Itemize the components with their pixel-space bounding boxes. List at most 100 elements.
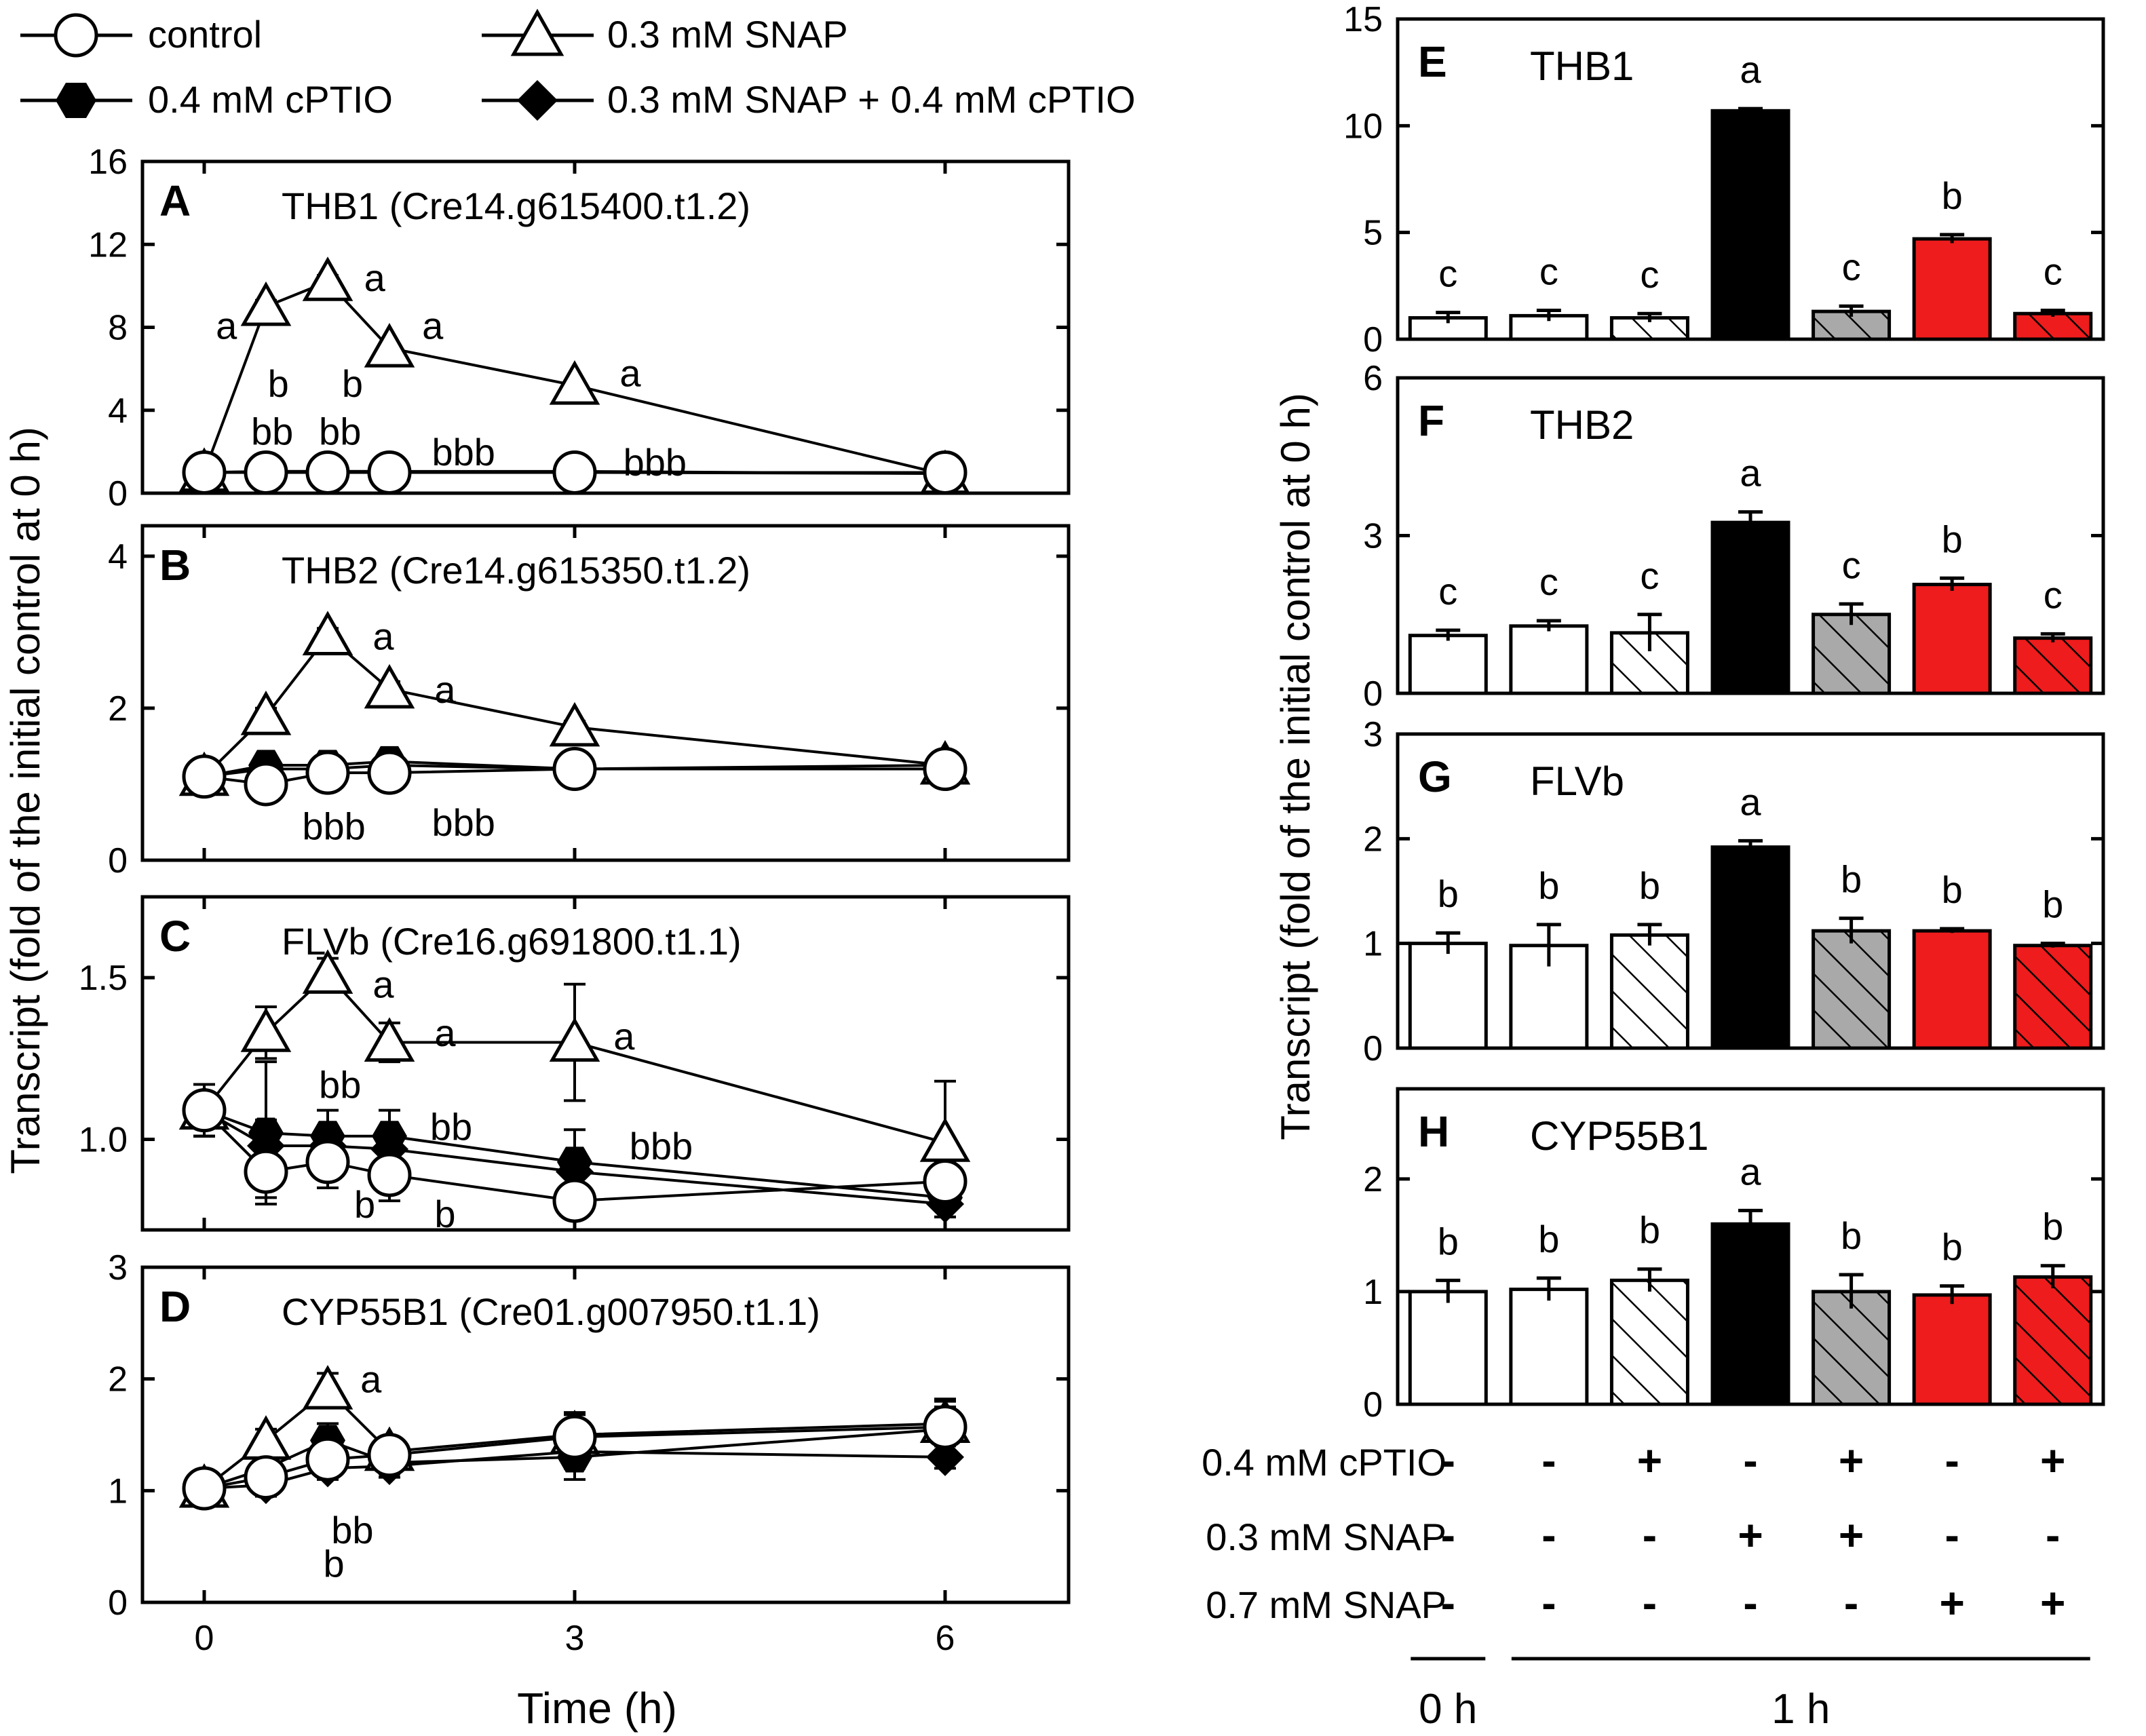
left-x-axis-label: Time (h)	[517, 1684, 677, 1733]
bar	[1812, 929, 1892, 1050]
data-point-circle	[367, 750, 412, 795]
bar	[1509, 624, 1589, 695]
bar	[1609, 933, 1689, 1050]
data-point-circle	[923, 450, 967, 495]
significance-letter: b	[324, 1542, 345, 1585]
panel-h-bar-chart: H CYP55B1 0 1 2 b b b a b b b	[1363, 1087, 2105, 1425]
significance-letter: a	[216, 304, 237, 347]
significance-letter: a	[372, 963, 394, 1006]
y-tick-label: 6	[1363, 359, 1383, 398]
significance-letter: b	[1942, 1226, 1963, 1269]
treatment-sign: -	[1743, 1579, 1757, 1627]
panel-letter: H	[1418, 1107, 1449, 1156]
data-point-circle	[305, 450, 350, 495]
significance-letter: bb	[319, 410, 361, 452]
y-tick-label: 0	[108, 474, 128, 514]
data-point-diamond	[926, 1438, 964, 1476]
treatment-sign: -	[1844, 1579, 1858, 1627]
significance-letter: c	[1640, 554, 1659, 597]
panel-d-frame	[140, 1265, 1071, 1604]
panel-letter: A	[159, 176, 191, 225]
significance-letter: c	[1438, 570, 1457, 613]
panel-letter: E	[1418, 37, 1447, 86]
data-point-circle	[182, 1466, 227, 1511]
data-point-circle	[244, 1149, 288, 1194]
data-point-triangle	[549, 360, 600, 405]
treatment-sign: +	[2040, 1579, 2065, 1627]
legend-cptio-label: 0.4 mM cPTIO	[148, 78, 393, 121]
legend-control-label: control	[148, 13, 262, 56]
significance-letter: a	[434, 668, 456, 711]
y-tick-label: 1	[108, 1471, 128, 1511]
treatment-sign: +	[2040, 1436, 2065, 1485]
significance-letter: bbb	[302, 805, 365, 848]
panel-d-line-chart: D CYP55B1 (Cre01.g007950.t1.1) 0 1 2 3 0 3 6 a bbb	[108, 1248, 1071, 1658]
y-tick-label: 0	[1363, 320, 1383, 360]
significance-letter: b	[342, 362, 363, 405]
data-point-circle	[305, 750, 350, 795]
data-point-triangle	[364, 1017, 415, 1062]
data-point-triangle	[302, 1365, 353, 1410]
significance-letter: b	[1942, 174, 1963, 217]
treatment-sign: -	[1441, 1436, 1455, 1485]
legend-snap-marker	[510, 8, 564, 56]
panel-letter: B	[159, 541, 191, 590]
y-tick-label: 0	[1363, 674, 1383, 714]
y-tick-label: 0	[1363, 1385, 1383, 1425]
significance-letter: bb	[331, 1509, 373, 1551]
data-point-circle	[552, 1414, 597, 1459]
panel-title: THB2	[1530, 402, 1634, 448]
panel-title: FLVb (Cre16.g691800.t1.1)	[282, 920, 742, 963]
data-point-circle	[552, 747, 597, 792]
treatment-sign: -	[1441, 1511, 1455, 1560]
significance-letter: bbb	[624, 441, 687, 484]
significance-letter: a	[1740, 452, 1761, 495]
treatment-sign: -	[1944, 1511, 1959, 1560]
panel-b-line-chart: B THB2 (Cre14.g615350.t1.2) 0 2 4 aa bbb bbb	[108, 524, 1071, 881]
bar	[1609, 1278, 1689, 1406]
data-point-triangle	[302, 256, 353, 301]
y-tick-label: 2	[108, 689, 128, 729]
significance-letter: b	[2042, 1205, 2063, 1248]
y-tick-label: 2	[108, 1360, 128, 1400]
significance-letter: a	[422, 304, 444, 347]
significance-letter: a	[434, 1011, 456, 1054]
bar	[1912, 929, 1992, 1050]
significance-letter: a	[1740, 780, 1761, 823]
panel-title: THB2 (Cre14.g615350.t1.2)	[282, 549, 750, 592]
panel-e-bar-chart: E THB1 0 5 10 15 c c c a c b c	[1343, 0, 2105, 360]
significance-letter: a	[372, 615, 394, 657]
bar	[2013, 311, 2093, 341]
y-tick-label: 10	[1343, 107, 1383, 146]
y-tick-label: 16	[88, 142, 128, 182]
treatment-row-label: 0.4 mM cPTIO	[1202, 1441, 1446, 1484]
significance-letter: a	[1740, 48, 1761, 91]
bar	[1812, 613, 1892, 695]
series-line	[203, 279, 946, 476]
panel-letter: G	[1418, 752, 1452, 801]
treatment-sign: -	[1944, 1436, 1959, 1485]
significance-letter: bb	[251, 410, 293, 452]
data-point-triangle	[240, 281, 292, 326]
legend-snap-cptio-label: 0.3 mM SNAP + 0.4 mM cPTIO	[607, 78, 1136, 121]
legend-control-marker	[54, 13, 98, 58]
panel-title: THB1 (Cre14.g615400.t1.2)	[282, 185, 750, 227]
significance-letter: b	[1438, 1220, 1459, 1262]
bar	[1912, 1293, 1992, 1406]
data-point-hexagon	[557, 1146, 592, 1178]
legend-snap-cptio-marker	[517, 80, 558, 121]
significance-letter: c	[1842, 246, 1861, 288]
data-point-circle	[244, 762, 288, 807]
data-point-circle	[305, 1140, 350, 1184]
data-point-circle	[244, 450, 288, 495]
x-tick-label: 3	[565, 1619, 585, 1658]
group-label-0h: 0 h	[1419, 1686, 1477, 1733]
significance-letter: b	[2042, 883, 2063, 926]
data-point-circle	[182, 1088, 227, 1133]
data-point-triangle	[364, 323, 415, 368]
treatment-sign: +	[1637, 1436, 1662, 1485]
y-tick-label: 1	[1363, 1273, 1383, 1312]
significance-letter: a	[619, 352, 641, 395]
